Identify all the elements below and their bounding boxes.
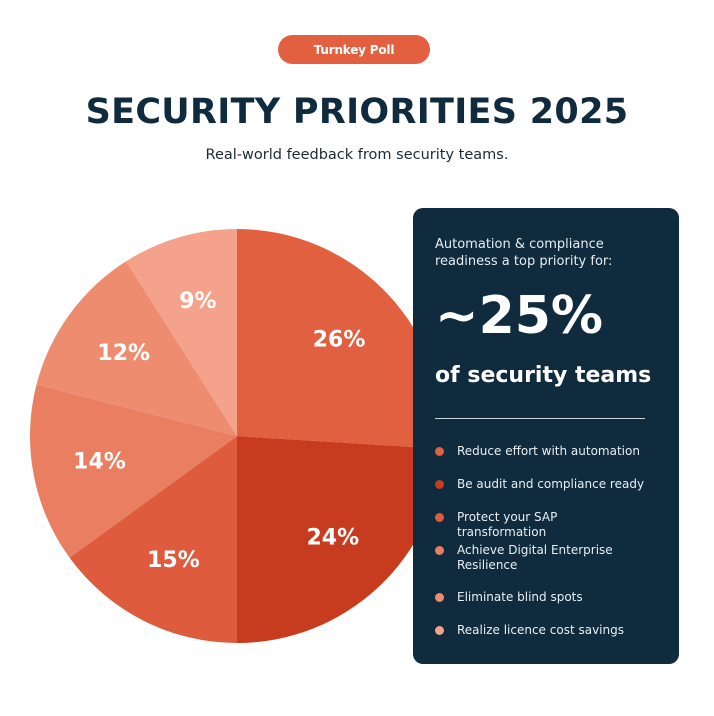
priority-item-label: Eliminate blind spots	[457, 590, 583, 604]
bullet-dot-icon	[435, 480, 444, 489]
priority-item: Realize licence cost savings	[435, 623, 647, 638]
priority-item: Be audit and compliance ready	[435, 477, 647, 492]
page-title: SECURITY PRIORITIES 2025	[85, 92, 629, 132]
slice-label: 9%	[179, 289, 216, 314]
priority-item: Eliminate blind spots	[435, 590, 647, 605]
poll-badge: Turnkey Poll	[278, 35, 430, 64]
pie-slice	[126, 229, 237, 436]
slice-label: 15%	[147, 548, 200, 573]
slice-label: 24%	[307, 526, 360, 551]
panel-big-stat: ~25%	[435, 286, 604, 346]
bullet-dot-icon	[435, 447, 444, 456]
panel-divider	[435, 418, 645, 419]
priority-item-label: Achieve Digital Enterprise Resilience	[457, 543, 613, 572]
priority-item-label: Protect your SAP transformation	[457, 510, 558, 539]
slice-label: 14%	[73, 450, 126, 475]
bullet-dot-icon	[435, 626, 444, 635]
priority-item-label: Be audit and compliance ready	[457, 477, 645, 491]
priority-item-label: Reduce effort with automation	[457, 444, 640, 458]
stats-panel: Automation & compliance readiness a top …	[413, 208, 679, 664]
bullet-dot-icon	[435, 513, 444, 522]
priority-item: Reduce effort with automation	[435, 444, 647, 459]
slice-label: 26%	[313, 328, 366, 353]
pie-slice	[36, 261, 238, 436]
bullet-dot-icon	[435, 593, 444, 602]
priority-item: Protect your SAP transformation	[435, 510, 647, 540]
priority-item: Achieve Digital Enterprise Resilience	[435, 543, 647, 573]
panel-stat-label: of security teams	[435, 363, 652, 388]
pie-slice	[29, 384, 238, 558]
pie-slice	[69, 436, 238, 643]
page-subtitle: Real-world feedback from security teams.	[205, 147, 509, 163]
pie-slice	[237, 436, 444, 643]
panel-intro: Automation & compliance readiness a top …	[435, 237, 613, 269]
pie-slice	[237, 229, 444, 449]
priority-item-label: Realize licence cost savings	[457, 623, 624, 637]
bullet-dot-icon	[435, 546, 444, 555]
slice-label: 12%	[97, 341, 150, 366]
